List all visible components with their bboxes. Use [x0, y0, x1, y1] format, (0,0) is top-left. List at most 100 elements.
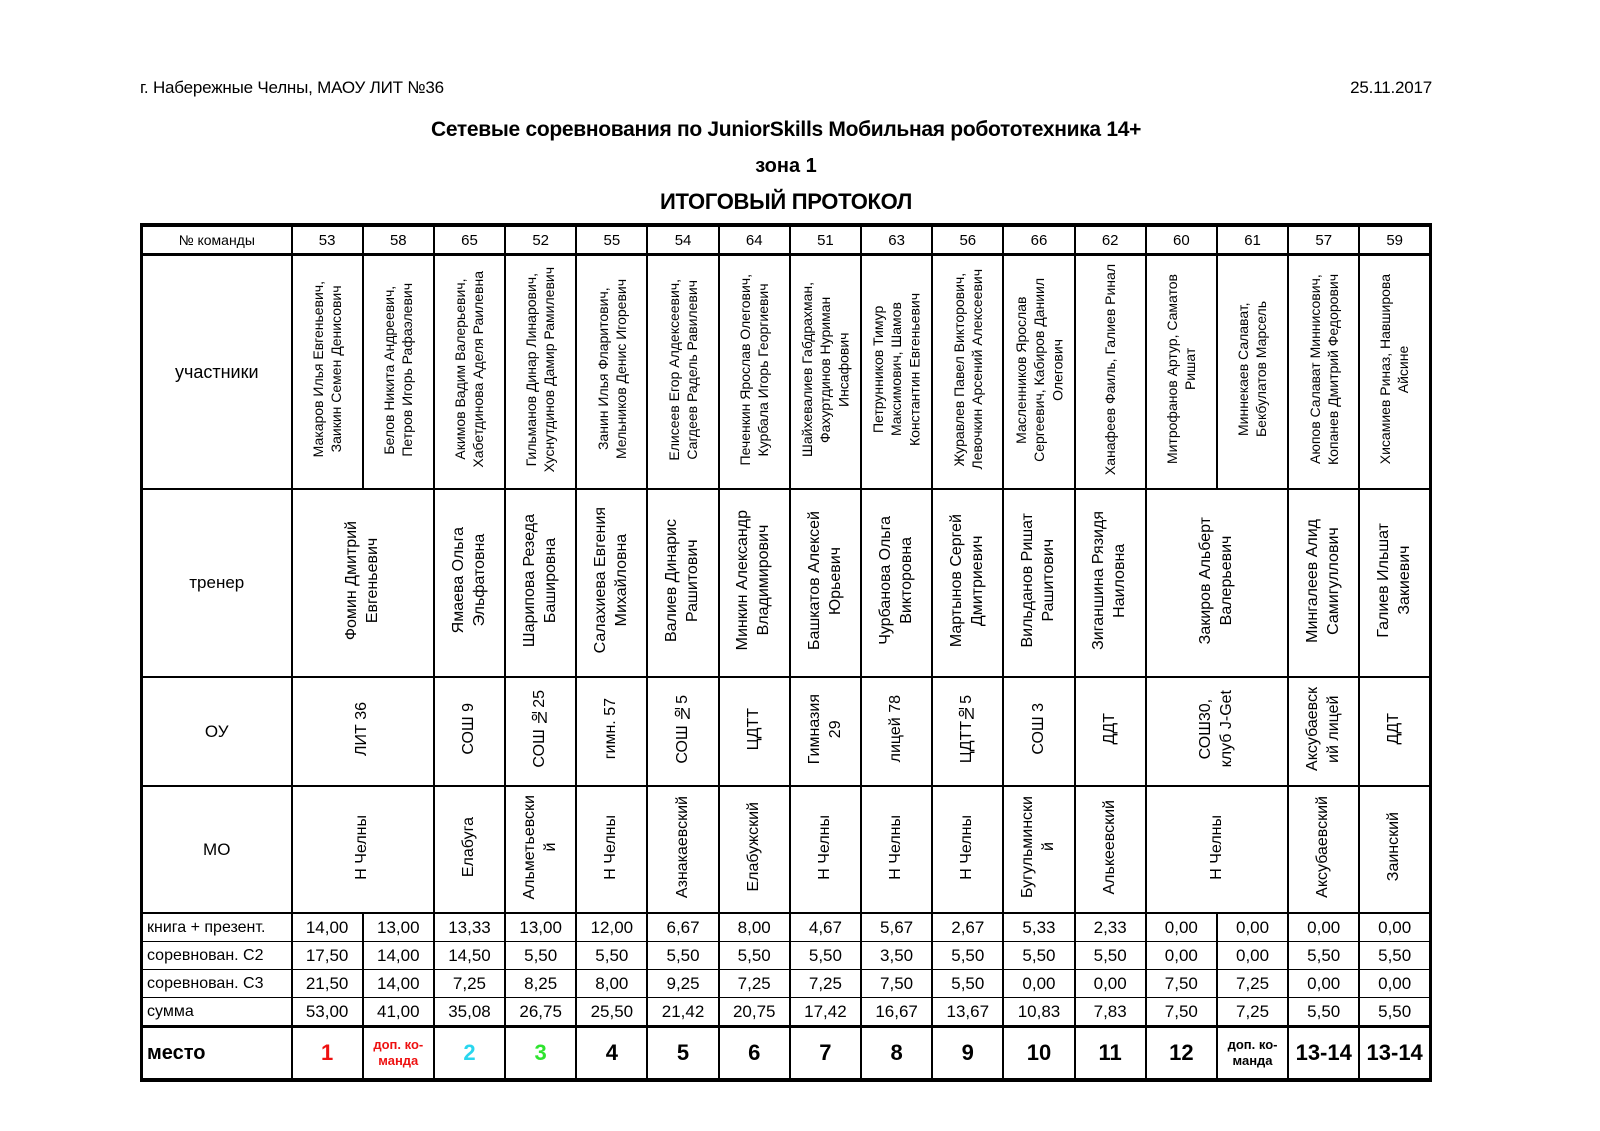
team-number-cell: 54 [646, 224, 720, 256]
score-c3-cell: 7,50 [1144, 969, 1218, 998]
participant-cell: Петрунников Тимур Максимович, Шамов Конс… [859, 253, 934, 490]
municipality-cell-text: Азнакаевский [673, 795, 691, 899]
school-cell-text: Аксубаевск ий лицей [1303, 687, 1342, 771]
participant-cell-text: Масленников Ярослав Сергеевич, Кабиров Д… [1012, 277, 1066, 462]
score-c2-cell: 5,50 [1002, 941, 1076, 970]
participant-cell-text: Елисеев Егор Алдексеевич, Сагдеев Радель… [665, 278, 701, 461]
score-c3-cell: 21,50 [290, 969, 364, 998]
place-cell: 12 [1144, 1025, 1218, 1081]
score-c3-cell: 7,25 [717, 969, 791, 998]
row-label-ou: ОУ [140, 676, 293, 787]
score-sum-cell: 10,83 [1002, 997, 1076, 1027]
score-c3-cell: 7,25 [1215, 969, 1290, 998]
school-cell: ДДТ [1073, 676, 1147, 787]
school-cell-text: СОШ №25 [531, 690, 549, 768]
score-sum-cell: 7,50 [1144, 997, 1218, 1027]
participant-cell-text: Петрунников Тимур Максимович, Шамов Конс… [870, 292, 923, 447]
participant-cell-text: Гильманов Динар Линарович, Хуснутдинов Д… [523, 266, 558, 473]
score-book-cell: 13,33 [432, 912, 507, 942]
participant-cell: Белов Никита Андреевич, Петров Игорь Раф… [361, 253, 435, 490]
school-cell-text: ЛИТ 36 [353, 701, 371, 756]
score-c2-cell: 17,50 [290, 941, 364, 970]
school-cell: СОШ 9 [432, 676, 507, 787]
participant-cell-text: Аюпов Салават Миннисович, Копанев Дмитри… [1306, 273, 1341, 465]
municipality-cell: Бугульмински й [1002, 785, 1076, 914]
coach-cell-text: Закиров Альберт Валерьевич [1197, 516, 1235, 645]
municipality-cell: Алькеевский [1073, 785, 1147, 914]
municipality-cell-text: Н Челны [958, 814, 976, 880]
municipality-cell-text: Алькеевский [1100, 799, 1118, 895]
place-cell: 1 [290, 1025, 364, 1081]
participant-cell-text: Занин Илья Фларитович, Мельников Денис И… [594, 279, 629, 460]
score-c3-cell: 7,25 [788, 969, 863, 998]
school-cell-text: ДДТ [1385, 713, 1403, 745]
place-cell: 13-14 [1287, 1025, 1361, 1081]
score-c3-cell: 9,25 [646, 969, 720, 998]
place-cell: 7 [788, 1025, 863, 1081]
coach-cell-text: Салахиева Евгения Михайловна [592, 507, 630, 654]
competition-title: Сетевые соревнования по JuniorSkills Моб… [430, 118, 1142, 141]
place-cell: 2 [432, 1025, 507, 1081]
score-book-cell: 5,33 [1002, 912, 1076, 942]
participant-cell: Макаров Илья Евгеньевич, Заикин Семен Де… [290, 253, 364, 490]
municipality-cell-text: Н Челны [816, 814, 833, 880]
score-c3-cell: 7,50 [859, 969, 934, 998]
municipality-cell: Елабуга [432, 785, 507, 914]
participant-cell-text: Белов Никита Андреевич, Петров Игорь Раф… [381, 282, 416, 457]
coach-cell-text: Минкин Александр Владимирович [734, 510, 773, 651]
place-cell: доп. ко- манда [361, 1025, 435, 1081]
municipality-cell-text: Н Челны [353, 814, 371, 880]
participant-cell: Гильманов Динар Линарович, Хуснутдинов Д… [504, 253, 578, 490]
score-sum-cell: 35,08 [432, 997, 507, 1027]
coach-cell: Закиров Альберт Валерьевич [1144, 488, 1290, 678]
place-cell: 9 [931, 1025, 1005, 1081]
score-sum-cell: 5,50 [1287, 997, 1361, 1027]
participant-cell: Журавлев Павел Викторович, Левочкин Арсе… [931, 253, 1005, 490]
score-book-cell: 0,00 [1215, 912, 1290, 942]
score-c3-cell: 8,25 [504, 969, 578, 998]
score-sum-cell: 7,25 [1215, 997, 1290, 1027]
municipality-cell-text: Заинский [1385, 812, 1403, 882]
team-number-cell: 66 [1002, 224, 1076, 256]
coach-cell: Шарипова Резеда Башировна [504, 488, 578, 678]
participant-cell: Хисамиев Риназ, Навширова Айсине [1358, 253, 1432, 490]
score-sum-cell: 26,75 [504, 997, 578, 1027]
municipality-cell-text: Елабуга [460, 816, 478, 878]
score-c3-cell: 7,25 [432, 969, 507, 998]
municipality-cell: Н Челны [931, 785, 1005, 914]
coach-cell: Вильданов Ришат Рашитович [1002, 488, 1076, 678]
score-book-cell: 12,00 [575, 912, 649, 942]
date: 25.11.2017 [1350, 78, 1432, 97]
participant-cell: Елисеев Егор Алдексеевич, Сагдеев Радель… [646, 253, 720, 490]
school-cell: СОШ 3 [1002, 676, 1076, 787]
protocol-title: ИТОГОВЫЙ ПРОТОКОЛ [659, 189, 913, 214]
participant-cell-text: Шайхевалиев Габдрахман, Фахуртдинов Нури… [799, 282, 852, 457]
score-sum-cell: 5,50 [1358, 997, 1432, 1027]
place-cell: 8 [859, 1025, 934, 1081]
municipality-cell-text: Альметьевски й [520, 794, 559, 900]
municipality-cell: Елабужский [717, 785, 791, 914]
municipality-cell-text: Н Челны [887, 814, 905, 880]
row-label-place: место [140, 1025, 293, 1081]
score-book-cell: 6,67 [646, 912, 720, 942]
municipality-cell-text: Н Челны [602, 814, 620, 880]
score-sum-cell: 21,42 [646, 997, 720, 1027]
participant-cell-text: Макаров Илья Евгеньевич, Заикин Семен Де… [309, 281, 345, 458]
protocol-table: № команды 53 58 65 52 55 54 64 51 63 56 66 62 60 61 57 5… [140, 223, 1432, 1082]
score-c3-cell: 0,00 [1073, 969, 1147, 998]
school-cell-text: лицей 78 [887, 695, 905, 763]
participant-cell-text: Журавлев Павел Викторович, Левочкин Арсе… [950, 269, 985, 470]
score-c3-cell: 14,00 [361, 969, 435, 998]
coach-cell-text: Ямаева Ольга Эльфатовна [449, 527, 488, 634]
team-number-cell: 63 [859, 224, 934, 256]
school-cell-text: СОШ 9 [460, 703, 478, 755]
school-cell-text: СОШ30, клуб J-Get [1197, 690, 1235, 768]
school-cell: ЦДТТ№5 [931, 676, 1005, 787]
table-row-place: место 1 доп. ко- манда 2 3 4 5 6 7 8 9 10 11 12 доп. к… [140, 1025, 1432, 1081]
score-c2-cell: 3,50 [859, 941, 934, 970]
page-meta: г. Набережные Челны, МАОУ ЛИТ №36 25.11.… [140, 78, 1432, 98]
score-c3-cell: 0,00 [1358, 969, 1432, 998]
participant-cell: Миннекаев Салават, Бекбулатов Марсель [1215, 253, 1290, 490]
table-row-mo: МО Н Челны Елабуга Альметьевски й Н Челны Азн… [140, 785, 1432, 914]
coach-cell: Фомин Дмитрий Евгеньевич [290, 488, 435, 678]
